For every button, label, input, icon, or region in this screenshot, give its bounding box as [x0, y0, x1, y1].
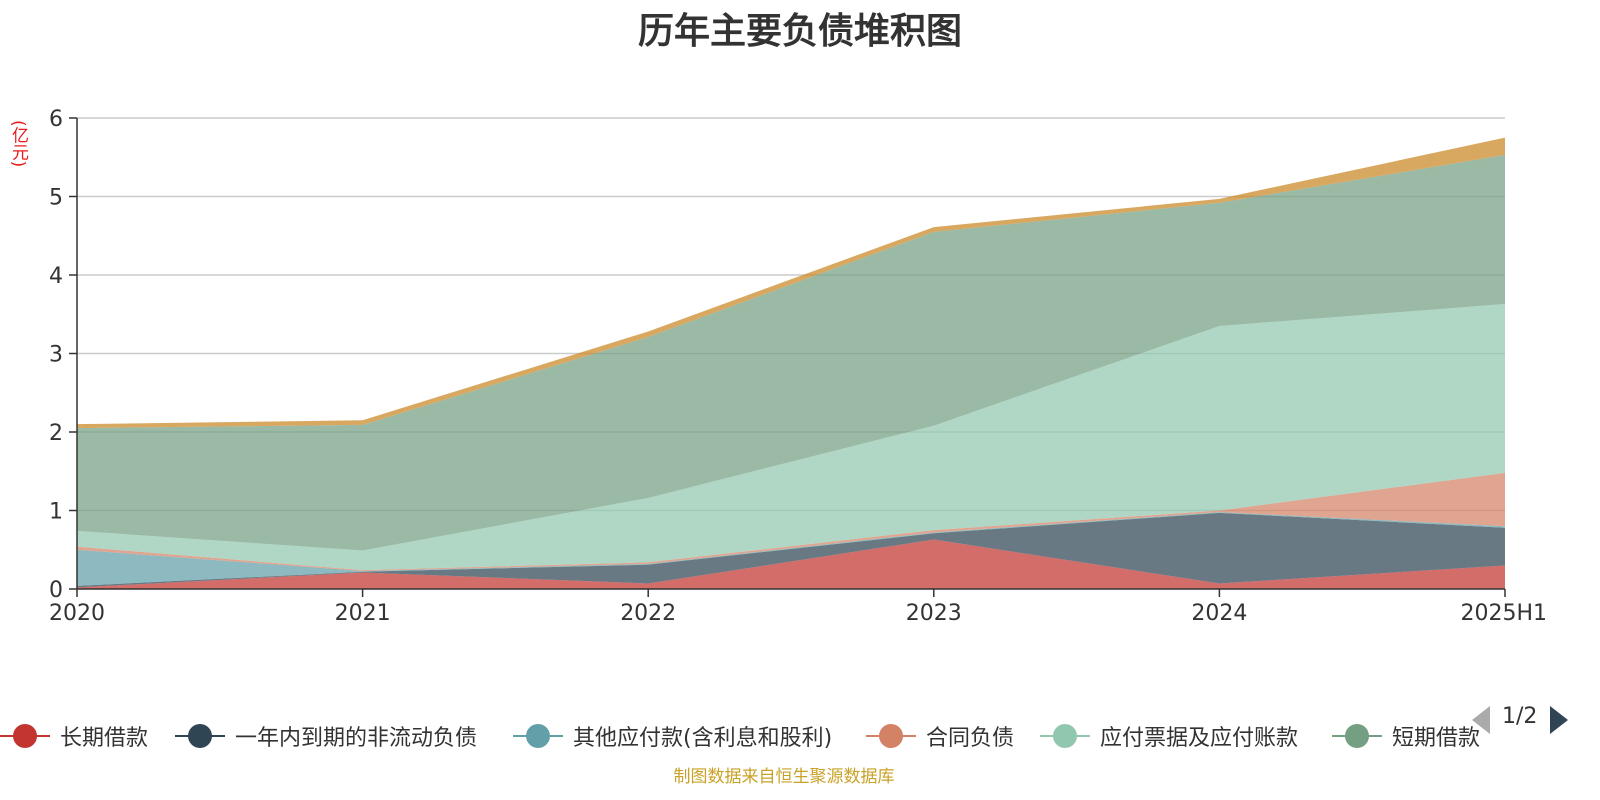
legend-label: 一年内到期的非流动负债 — [235, 726, 478, 751]
legend-item[interactable]: 其他应付款(含利息和股利) — [513, 718, 832, 754]
legend: 长期借款 一年内到期的非流动负债 其他应付款(含利息和股利) 合同负债 应付票据及应付账… — [0, 718, 1485, 754]
x-tick-label: 2023 — [906, 601, 962, 626]
chart-title: 历年主要负债堆积图 — [637, 11, 962, 52]
data-source-note: 制图数据来自恒生聚源数据库 — [673, 767, 895, 787]
legend-marker-icon — [1332, 721, 1382, 751]
area-series-0 — [77, 539, 1505, 589]
x-tick-label: 2024 — [1191, 601, 1247, 626]
area-series-6 — [77, 137, 1505, 429]
x-tick-label: 2025H1 — [1460, 601, 1547, 626]
area-series-2 — [77, 512, 1505, 586]
legend-pager: 1/2 — [1472, 702, 1600, 738]
legend-marker-icon — [1040, 721, 1090, 751]
legend-prev-page-icon[interactable] — [1472, 706, 1490, 734]
stacked-area-chart: 0 1 2 3 4 5 6 2020 2021 2022 2023 2024 2025H1 — [49, 107, 1547, 626]
area-series-4 — [77, 304, 1505, 571]
legend-label: 应付票据及应付账款 — [1100, 726, 1299, 751]
legend-page-indicator: 1/2 — [1502, 704, 1538, 729]
y-tick-label: 1 — [49, 500, 63, 525]
x-tick-label: 2021 — [335, 601, 391, 626]
tick-labels: 0 1 2 3 4 5 6 2020 2021 2022 2023 2024 2025H1 — [49, 107, 1547, 626]
area-series-5 — [77, 154, 1505, 551]
y-tick-label: 6 — [49, 107, 63, 132]
legend-label: 合同负债 — [926, 726, 1015, 751]
y-tick-label: 2 — [49, 421, 63, 446]
legend-item[interactable]: 长期借款 — [0, 718, 148, 754]
legend-next-page-icon[interactable] — [1550, 706, 1568, 734]
x-tick-label: 2022 — [620, 601, 676, 626]
legend-item[interactable]: 短期借款 — [1332, 718, 1480, 754]
y-tick-label: 3 — [49, 343, 63, 368]
legend-label: 短期借款 — [1392, 726, 1481, 751]
area-series — [77, 137, 1505, 589]
legend-marker-icon — [513, 721, 563, 751]
y-tick-label: 5 — [49, 186, 63, 211]
legend-item[interactable]: 应付票据及应付账款 — [1040, 718, 1298, 754]
legend-item[interactable]: 一年内到期的非流动负债 — [175, 718, 477, 754]
legend-marker-icon — [866, 721, 916, 751]
y-tick-label: 0 — [49, 578, 63, 603]
y-axis-unit-label: (亿元) — [8, 120, 28, 168]
legend-marker-icon — [0, 721, 50, 751]
legend-label: 长期借款 — [60, 726, 149, 751]
legend-label: 其他应付款(含利息和股利) — [573, 726, 833, 751]
axes — [69, 117, 1506, 597]
area-series-1 — [77, 512, 1505, 588]
x-tick-label: 2020 — [49, 601, 105, 626]
y-tick-label: 4 — [49, 264, 63, 289]
legend-clip: 长期借款 一年内到期的非流动负债 其他应付款(含利息和股利) 合同负债 应付票据及应付账… — [0, 700, 1485, 760]
legend-item[interactable]: 合同负债 — [866, 718, 1014, 754]
legend-marker-icon — [175, 721, 225, 751]
